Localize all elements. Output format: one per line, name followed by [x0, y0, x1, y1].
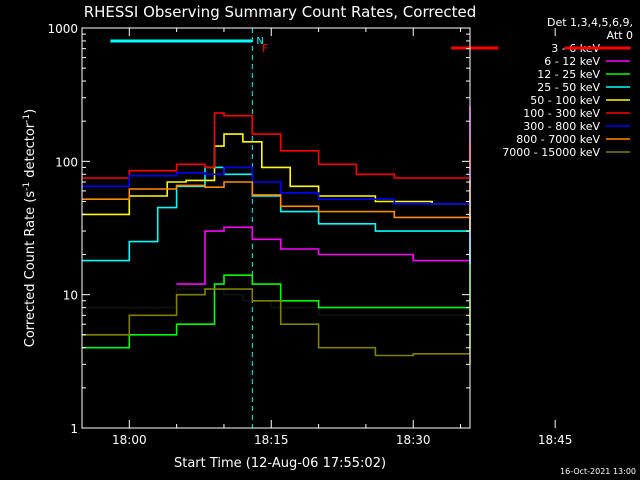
- legend-label-5: 100 - 300 keV: [523, 107, 600, 120]
- y-axis-label-part1: Corrected Count Rate (s: [23, 191, 38, 348]
- x-tick-label-1: 18:15: [254, 433, 289, 447]
- timestamp: 16-Oct-2021 13:00: [560, 467, 636, 476]
- y-axis-label-sup2: -1: [22, 114, 32, 123]
- x-axis-label: Start Time (12-Aug-06 17:55:02): [174, 456, 386, 471]
- legend-label-8: 7000 - 15000 keV: [502, 146, 600, 159]
- y-tick-label-1: 10: [63, 289, 78, 303]
- series-line-5: [82, 112, 471, 196]
- chart-title: RHESSI Observing Summary Count Rates, Co…: [84, 3, 477, 21]
- y-axis-label-part2: detector: [23, 122, 38, 182]
- x-tick-label-0: 18:00: [112, 433, 147, 447]
- x-tick-label-3: 18:45: [538, 433, 573, 447]
- night-label: N: [256, 36, 263, 47]
- legend-header-1: Det 1,3,4,5,6,9,: [547, 16, 633, 29]
- plot-frame: [81, 27, 471, 429]
- y-axis: 1 10 100 1000: [47, 22, 470, 436]
- legend-label-7: 800 - 7000 keV: [516, 133, 600, 146]
- series-lines: [82, 106, 471, 365]
- series-line-7: [82, 180, 471, 232]
- legend-label-4: 50 - 100 keV: [530, 94, 600, 107]
- legend-label-2: 12 - 25 keV: [537, 68, 600, 81]
- series-line-6: [82, 166, 471, 215]
- x-tick-label-2: 18:30: [396, 433, 431, 447]
- legend-header-2: Att 0: [607, 29, 633, 42]
- y-tick-label-2: 100: [55, 155, 78, 169]
- legend-label-6: 300 - 800 keV: [523, 120, 600, 133]
- legend-label-3: 25 - 50 keV: [537, 81, 600, 94]
- y-tick-label-3: 1000: [47, 22, 78, 36]
- series-line-4: [82, 133, 471, 216]
- legend-label-1: 6 - 12 keV: [544, 55, 600, 68]
- flare-label: F: [262, 42, 268, 55]
- y-tick-label-0: 1: [70, 422, 78, 436]
- y-axis-label: Corrected Count Rate (s-1 detector-1): [22, 109, 38, 347]
- y-axis-label-sup1: -1: [22, 182, 32, 191]
- series-line-1: [176, 106, 471, 285]
- series-line-8: [82, 288, 471, 365]
- y-axis-label-part3: ): [23, 109, 38, 114]
